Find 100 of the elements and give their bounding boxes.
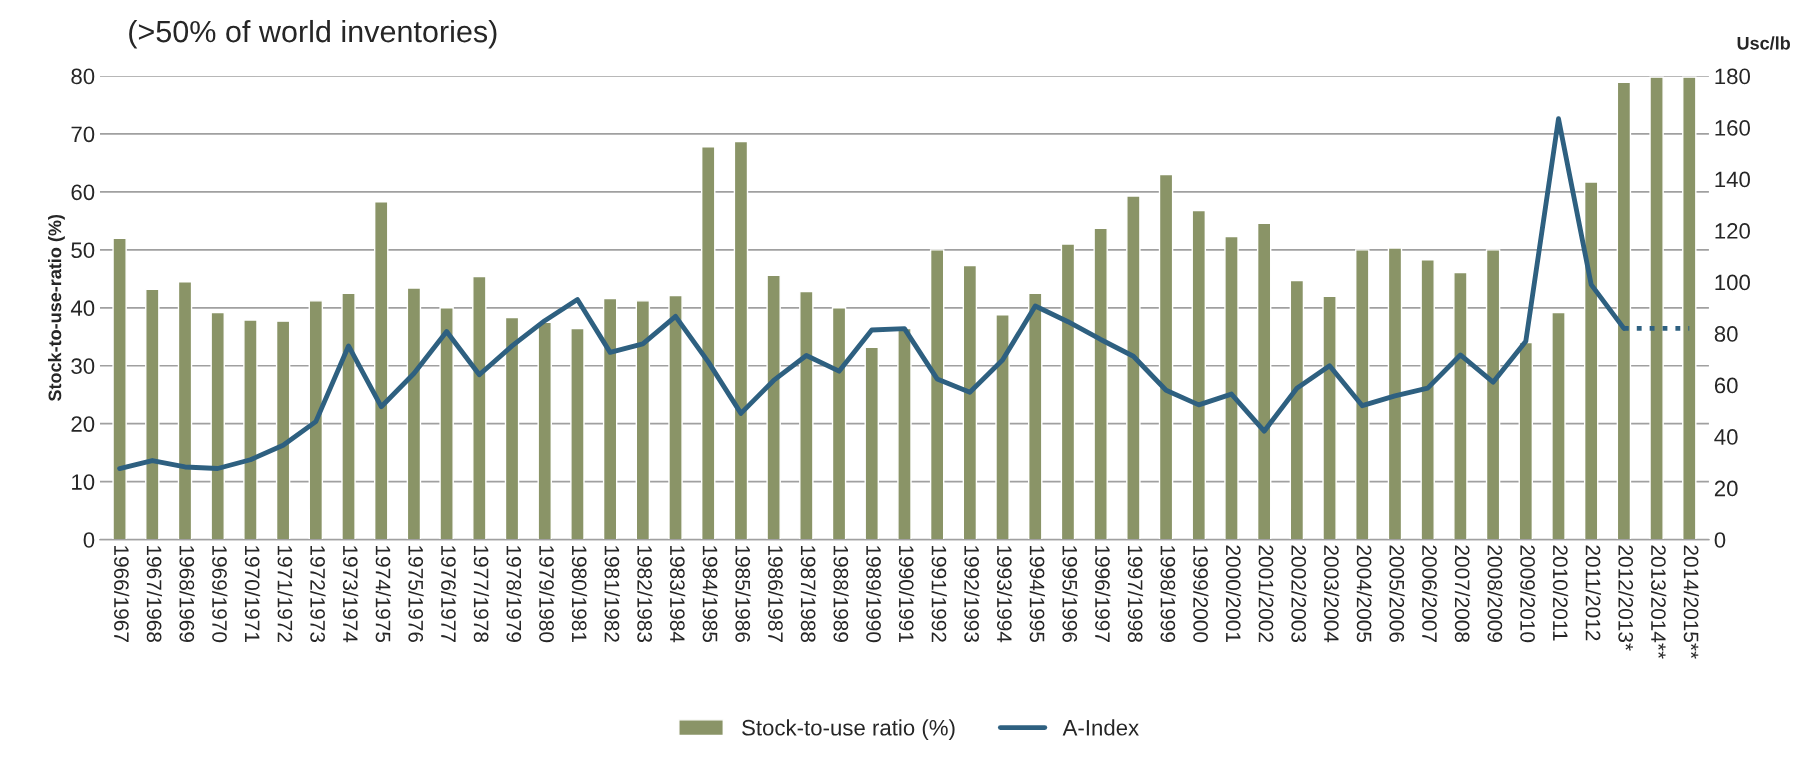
x-tick-label: 1972/1973 <box>310 546 326 643</box>
bar <box>1224 235 1239 540</box>
y2-tick-label: 0 <box>1714 532 1726 548</box>
x-tick-label: 1989/1990 <box>866 546 882 643</box>
x-tick-label: 1983/1984 <box>669 546 686 643</box>
y2-tick-label: 160 <box>1715 120 1750 136</box>
bar <box>635 300 651 540</box>
x-tick-label: 1967/1968 <box>146 546 163 643</box>
bar <box>1453 271 1468 540</box>
bar <box>1322 295 1337 540</box>
x-tick-label: 1997/1998 <box>1127 546 1144 643</box>
x-tick-label: 2012/2013* <box>1618 545 1634 651</box>
bar <box>373 201 389 540</box>
bar <box>112 237 127 540</box>
bar <box>1126 195 1141 540</box>
x-tick-label: 1978/1979 <box>506 546 522 642</box>
x-tick-label: 2011/2012 <box>1585 545 1601 641</box>
bar <box>897 327 912 540</box>
x-tick-label: 2014/2015** <box>1683 545 1700 659</box>
bar <box>1518 341 1534 540</box>
x-tick-label: 2010/2011 <box>1552 545 1569 641</box>
x-tick-label: 1988/1989 <box>833 546 849 642</box>
y-tick-label: 80 <box>71 68 95 85</box>
x-tick-label: 2000/2001 <box>1225 545 1242 642</box>
y-tick-label: 20 <box>71 416 95 432</box>
x-tick-label: 1971/1972 <box>277 546 293 642</box>
bar <box>570 327 585 540</box>
bar <box>1060 243 1076 540</box>
x-tick-label: 1985/1986 <box>735 546 751 643</box>
x-tick-label: 2013/2014** <box>1651 545 1667 659</box>
x-tick-label: 2001/2002 <box>1258 545 1274 642</box>
y-tick-label: 60 <box>71 184 95 201</box>
y-axis-title: Stock-to-use-ratio (%) <box>48 214 65 402</box>
legend-label: Stock-to-use ratio (%) <box>742 719 955 740</box>
x-tick-label: 2007/2008 <box>1454 545 1471 643</box>
x-tick-label: 1993/1994 <box>996 546 1013 643</box>
x-tick-label: 1966/1967 <box>114 546 130 642</box>
bar <box>1420 259 1435 540</box>
x-tick-label: 2006/2007 <box>1422 545 1438 642</box>
x-tick-label: 1981/1982 <box>604 546 620 642</box>
x-tick-label: 1991/1992 <box>931 546 947 642</box>
bar <box>1355 249 1370 540</box>
x-tick-label: 1999/2000 <box>1193 546 1209 643</box>
y2-tick-label: 40 <box>1714 429 1738 445</box>
bar <box>472 275 487 540</box>
bar <box>962 264 978 540</box>
bar <box>406 287 422 540</box>
bar <box>1485 249 1501 540</box>
bar <box>504 316 520 540</box>
x-tick-label: 1990/1991 <box>898 546 915 642</box>
bar <box>243 319 258 540</box>
y-tick-label: 0 <box>83 532 95 548</box>
y-tick-label: 30 <box>71 358 95 375</box>
x-tick-label: 1976/1977 <box>441 546 457 642</box>
chart-title: (>50% of world inventories) <box>129 19 497 49</box>
bar <box>668 294 683 540</box>
x-tick-label: 1973/1974 <box>342 546 359 643</box>
y-tick-label: 50 <box>71 242 95 259</box>
bar <box>1616 81 1632 540</box>
bar <box>766 274 781 540</box>
y2-tick-label: 20 <box>1714 480 1738 497</box>
bar <box>1093 227 1108 540</box>
y-tick-label: 40 <box>70 300 95 317</box>
bar <box>177 281 193 540</box>
bar <box>995 314 1010 540</box>
x-tick-label: 1969/1970 <box>212 546 228 643</box>
y-tick-label: 70 <box>71 126 95 143</box>
y2-tick-label: 120 <box>1715 223 1750 239</box>
x-tick-label: 2008/2009 <box>1487 545 1503 642</box>
bar <box>1583 181 1599 540</box>
x-tick-label: 2009/2010 <box>1520 545 1536 643</box>
bar <box>602 297 618 540</box>
bar <box>929 249 945 540</box>
bar <box>1028 292 1043 540</box>
bar <box>1191 209 1207 540</box>
x-tick-label: 1996/1997 <box>1095 546 1111 642</box>
y2-tick-label: 140 <box>1715 171 1750 188</box>
bar <box>439 307 454 540</box>
x-tick-label: 2005/2006 <box>1389 545 1405 643</box>
y2-axis-title: Usc/lb <box>1737 36 1790 50</box>
x-tick-label: 1975/1976 <box>408 546 424 643</box>
bar <box>341 292 356 540</box>
y2-tick-label: 80 <box>1714 326 1738 342</box>
x-tick-label: 1979/1980 <box>539 546 555 643</box>
bar <box>701 146 716 540</box>
bar <box>799 290 814 540</box>
bar <box>1256 222 1272 540</box>
bar <box>1551 311 1566 540</box>
legend-label: A-Index <box>1062 719 1139 736</box>
bar <box>831 307 847 540</box>
bar <box>733 140 749 540</box>
x-tick-label: 1974/1975 <box>375 546 391 643</box>
x-tick-label: 1984/1985 <box>702 546 718 643</box>
x-tick-label: 1987/1988 <box>800 546 817 643</box>
bar <box>1289 279 1305 540</box>
bar <box>1649 76 1664 540</box>
x-tick-label: 1992/1993 <box>964 546 980 643</box>
x-tick-label: 1995/1996 <box>1062 546 1078 643</box>
bar <box>275 320 291 540</box>
x-tick-label: 1982/1983 <box>637 546 653 643</box>
